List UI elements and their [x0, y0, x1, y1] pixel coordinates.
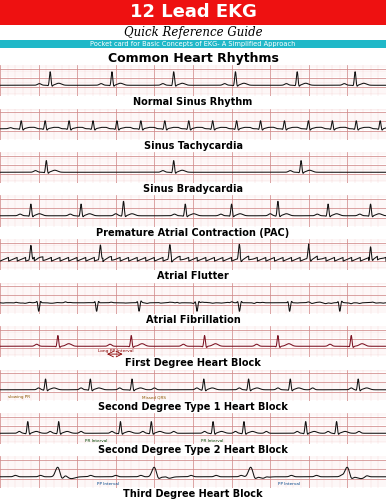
Text: Second Degree Type 1 Heart Block: Second Degree Type 1 Heart Block	[98, 402, 288, 412]
Text: Quick Reference Guide: Quick Reference Guide	[124, 26, 262, 39]
Text: Sinus Bradycardia: Sinus Bradycardia	[143, 184, 243, 194]
Text: Normal Sinus Rhythm: Normal Sinus Rhythm	[134, 98, 252, 108]
Text: 12 Lead EKG: 12 Lead EKG	[130, 3, 256, 21]
Text: Atrial Fibrillation: Atrial Fibrillation	[146, 315, 240, 325]
Bar	[0, 0, 386, 24]
Text: Pocket card for Basic Concepts of EKG- A Simplified Approach: Pocket card for Basic Concepts of EKG- A…	[90, 41, 296, 47]
Text: Atrial Flutter: Atrial Flutter	[157, 272, 229, 281]
Text: First Degree Heart Block: First Degree Heart Block	[125, 358, 261, 368]
Text: Premature Atrial Contraction (PAC): Premature Atrial Contraction (PAC)	[96, 228, 290, 238]
Text: PR Interval: PR Interval	[85, 439, 108, 443]
Text: slowing PR: slowing PR	[8, 396, 30, 400]
Text: PR Interval: PR Interval	[201, 439, 223, 443]
Text: Common Heart Rhythms: Common Heart Rhythms	[108, 52, 278, 65]
Text: Long PR Interval: Long PR Interval	[98, 350, 134, 354]
Text: PP Interval: PP Interval	[279, 482, 300, 486]
Text: PP Interval: PP Interval	[97, 482, 119, 486]
Text: Third Degree Heart Block: Third Degree Heart Block	[123, 489, 263, 499]
Text: Missed QRS: Missed QRS	[142, 396, 166, 400]
Text: Second Degree Type 2 Heart Block: Second Degree Type 2 Heart Block	[98, 446, 288, 456]
Text: Sinus Tachycardia: Sinus Tachycardia	[144, 141, 242, 151]
Bar	[0, 40, 386, 48]
